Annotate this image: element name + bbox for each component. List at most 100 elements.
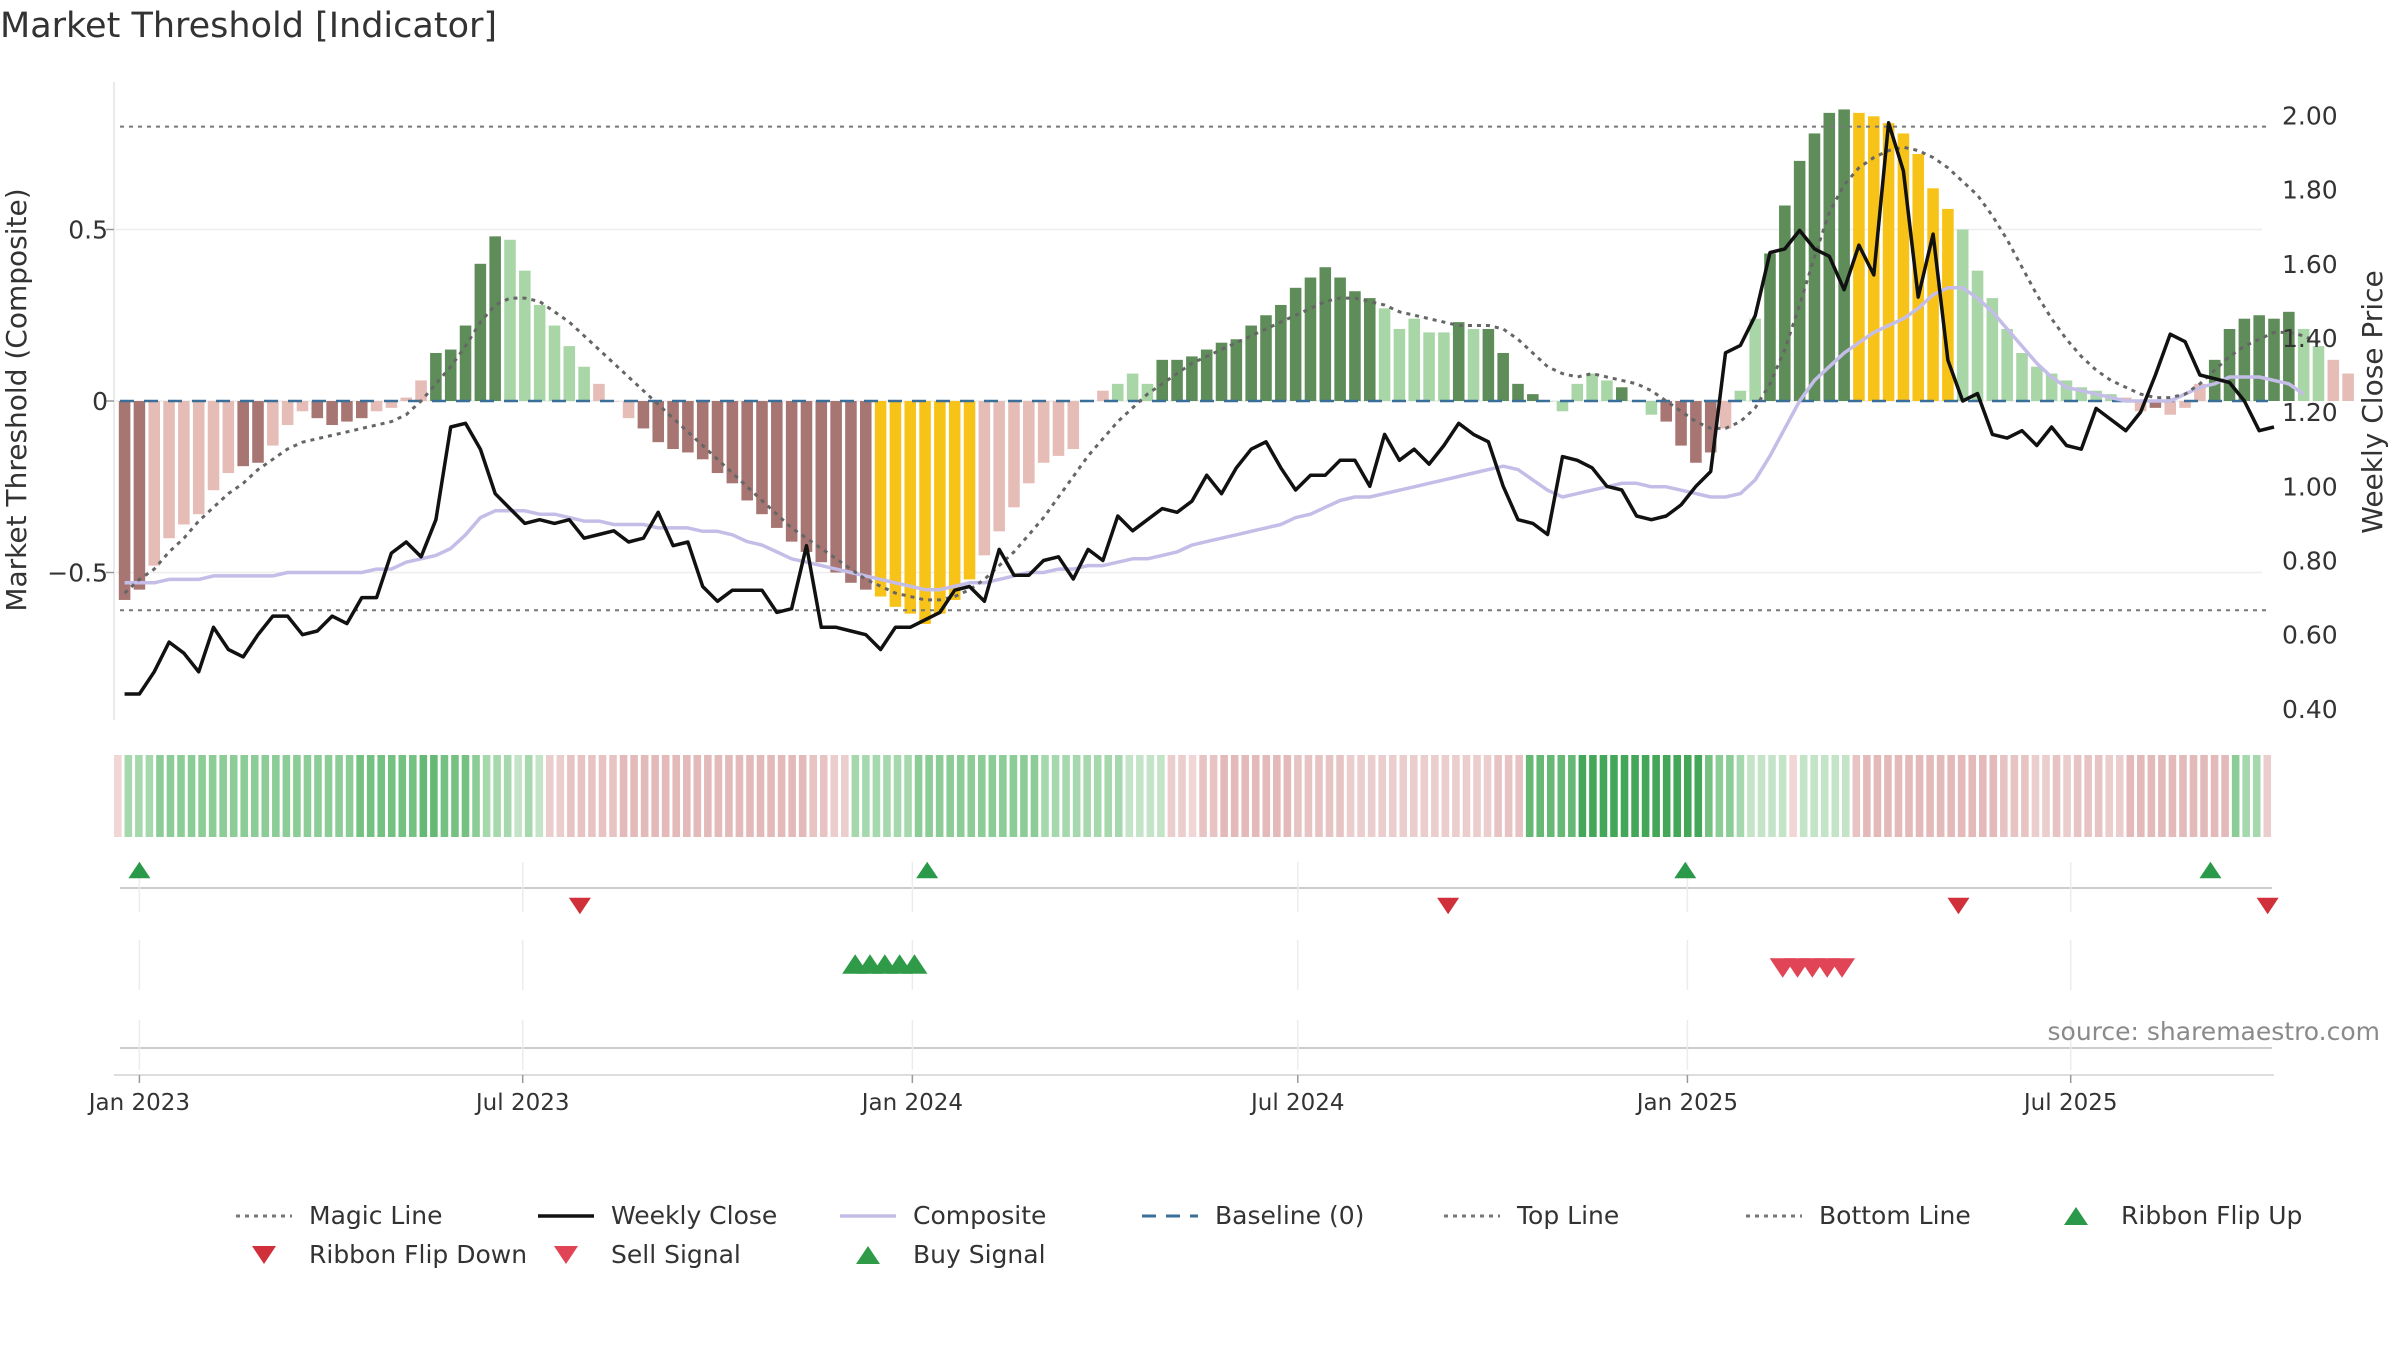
x-tick-label: Jan 2024 [860, 1090, 963, 1116]
ribbon-cell [229, 755, 238, 837]
composite-bar [1482, 328, 1495, 401]
ribbon-cell [1462, 755, 1471, 837]
ribbon-cell [219, 755, 227, 837]
composite-bar [1408, 318, 1421, 401]
ribbon-flip-down-marker [568, 897, 591, 915]
ribbon-cell [1936, 755, 1945, 837]
composite-bar [2283, 311, 2295, 401]
ribbon-cell [1051, 755, 1060, 837]
ribbon-cell [1810, 755, 1818, 837]
composite-bar [459, 325, 472, 401]
ribbon-cell [893, 755, 902, 837]
ribbon-cell [767, 755, 775, 837]
x-tick-label: Jan 2025 [1635, 1090, 1738, 1116]
ribbon-cell [2052, 755, 2061, 837]
ribbon-cell [693, 755, 702, 837]
ribbon-cell [1273, 755, 1281, 837]
ribbon-cell [609, 755, 617, 837]
x-tick-label: Jan 2023 [87, 1090, 190, 1116]
composite-bar [1349, 291, 1361, 401]
composite-bar [163, 401, 175, 539]
right-tick-label: 0.80 [2282, 547, 2338, 576]
ribbon-cell [187, 755, 196, 837]
ribbon-cell [398, 755, 407, 837]
ribbon-cell [145, 755, 154, 837]
composite-bar [355, 401, 368, 419]
composite-bar [1200, 349, 1213, 401]
ribbon-cell [1452, 755, 1460, 837]
composite-bar [1793, 160, 1806, 401]
ribbon-cell [1504, 755, 1513, 837]
composite-bar [711, 401, 724, 474]
ribbon-cell [2242, 755, 2250, 837]
composite-bar [1052, 401, 1065, 456]
ribbon-cell [1915, 755, 1924, 837]
signal-panels: Jan 2023 Jul 2023 Jan 2024 Jul 2024 Jan 2025… [87, 861, 2381, 1116]
ribbon-cell [872, 755, 881, 837]
ribbon-cell [577, 755, 586, 837]
composite-bar [533, 304, 546, 401]
ribbon-cell [272, 755, 280, 837]
ribbon-cell [661, 755, 670, 837]
ribbon-cell [1431, 755, 1439, 837]
ribbon-cell [777, 755, 786, 837]
ribbon-cell [1631, 755, 1639, 837]
composite-bar [578, 366, 590, 401]
series-lines [123, 121, 2320, 696]
ribbon-cell [1757, 755, 1766, 837]
ribbon-cell [851, 755, 860, 837]
composite-bar [815, 401, 828, 563]
main-panel: 0.5 0 −0.5 0.40 0.60 0.80 1.00 1.20 1.40 1.60 1.8… [0, 82, 2389, 724]
ribbon-cell [282, 755, 291, 837]
ribbon-cell [1557, 755, 1566, 837]
signal-markers [128, 861, 2279, 978]
composite-bar [1497, 352, 1509, 401]
composite-bar [637, 401, 650, 429]
ribbon-cell [2168, 755, 2177, 837]
composite-bar [1942, 208, 1954, 401]
composite-bar [1912, 154, 1925, 401]
x-tick-label: Jul 2025 [2022, 1090, 2118, 1116]
composite-bar [311, 401, 324, 419]
composite-bar [1186, 356, 1198, 401]
composite-bar [696, 401, 709, 460]
x-axis-ticks: Jan 2023 Jul 2023 Jan 2024 Jul 2024 Jan 2025… [87, 1075, 2118, 1116]
ribbon-cell [946, 755, 954, 837]
composite-bar [1808, 133, 1821, 402]
ribbon-cell [377, 755, 386, 837]
source-credit: source: sharemaestro.com [2048, 1017, 2381, 1046]
ribbon-cell [1220, 755, 1228, 837]
ribbon-cell [1378, 755, 1386, 837]
composite-bar [771, 401, 783, 528]
composite-bar [1156, 359, 1169, 401]
x-tick-label: Jul 2023 [474, 1090, 570, 1116]
ribbon-cell [472, 755, 480, 837]
composite-bar [2060, 380, 2073, 401]
ribbon-cell [493, 755, 501, 837]
ribbon-cell [303, 755, 312, 837]
composite-bar [267, 401, 279, 446]
ribbon-flip-up-marker [916, 861, 939, 879]
composite-bar [741, 401, 753, 501]
ribbon-cell [198, 755, 206, 837]
right-tick-label: 0.60 [2282, 621, 2338, 650]
ribbon-cell [756, 755, 765, 837]
ribbon-cell [883, 755, 891, 837]
ribbon-cell [651, 755, 659, 837]
composite-bar [1645, 401, 1658, 415]
ribbon-cell [356, 755, 364, 837]
composite-bar [1467, 328, 1480, 401]
ribbon-cell [546, 755, 554, 837]
composite-bar [785, 401, 798, 542]
ribbon-cell [2126, 755, 2135, 837]
ribbon-cell [240, 755, 249, 837]
left-axis-label: Market Threshold (Composite) [0, 188, 33, 611]
ribbon-cell [1610, 755, 1618, 837]
legend-item: Ribbon Flip Up [2064, 1201, 2302, 1230]
legend-item: Magic Line [236, 1201, 443, 1230]
right-tick-label: 0.40 [2282, 695, 2338, 724]
ribbon-cell [1178, 755, 1186, 837]
chart-legend: Magic Line Weekly Close Composite Baseline … [236, 1201, 2302, 1269]
composite-bar [504, 239, 516, 401]
